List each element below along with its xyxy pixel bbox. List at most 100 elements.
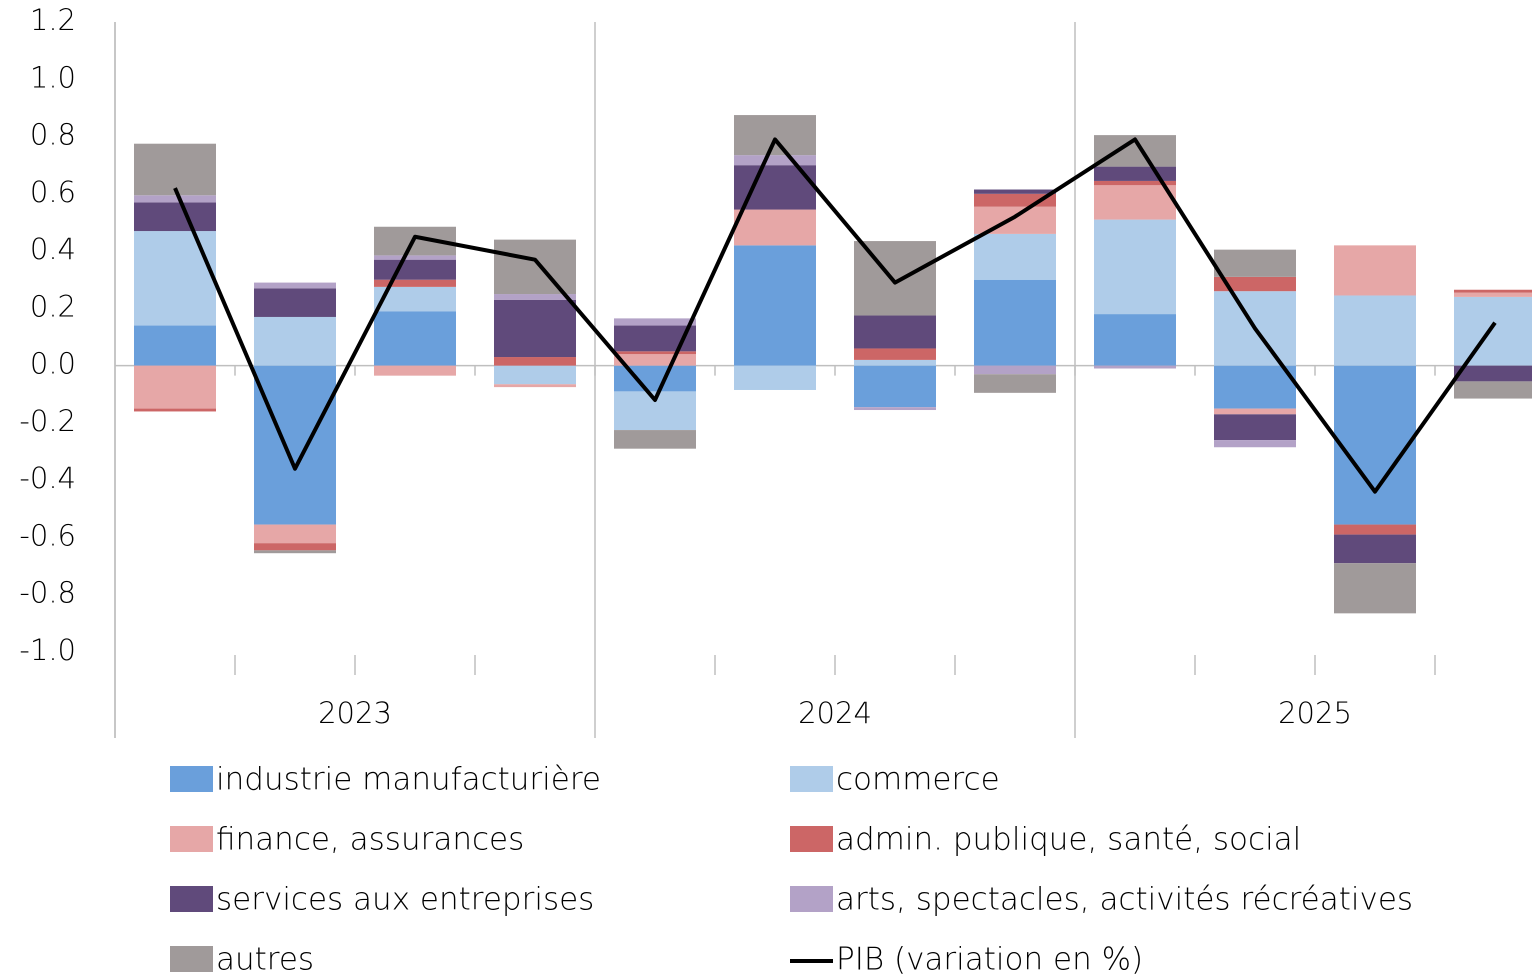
legend-swatch <box>170 826 213 852</box>
legend-label: admin. publique, santé, social <box>836 822 1301 858</box>
legend-label: autres <box>216 942 314 978</box>
bar-segment <box>134 143 216 196</box>
bar-segment <box>614 354 696 366</box>
line <box>173 137 1497 494</box>
y-tick-label: 1.0 <box>30 60 76 94</box>
legend-label: services aux entreprises <box>216 882 594 918</box>
bar-segment <box>254 543 336 551</box>
bar-segment <box>854 407 936 411</box>
bar-segment <box>134 325 216 366</box>
bar-segment <box>974 233 1056 280</box>
y-tick-label: 0.0 <box>30 347 76 381</box>
bar-segment <box>734 115 816 156</box>
bar-segment <box>374 259 456 280</box>
bar-segment <box>494 357 576 366</box>
bar-segment <box>1094 180 1176 186</box>
bar-segment <box>254 282 336 289</box>
bar-segment <box>374 279 456 287</box>
legend-label: commerce <box>836 762 1000 798</box>
legend-swatch <box>790 766 833 792</box>
y-tick-label: -0.6 <box>19 518 76 552</box>
bar-segment <box>1214 249 1296 277</box>
bar-segment <box>734 209 816 246</box>
bar-segment <box>494 384 576 388</box>
x-group-label: 2024 <box>798 696 872 730</box>
y-tick-label: 1.2 <box>30 3 76 37</box>
bar-segment <box>854 365 936 408</box>
bar-segment <box>254 524 336 544</box>
legend-label: finance, assurances <box>216 822 524 858</box>
bar-segment <box>614 351 696 355</box>
bar-segment <box>974 374 1056 393</box>
y-tick-label: -0.8 <box>19 576 76 610</box>
bar-segment <box>494 299 576 358</box>
x-group-label: 2023 <box>318 696 392 730</box>
bar-segment <box>1214 365 1296 409</box>
bar-segment <box>974 365 1056 375</box>
bar-segment <box>1454 381 1532 399</box>
bar-segment <box>854 315 936 349</box>
bar-segment <box>1334 365 1416 525</box>
bar-segment <box>134 231 216 326</box>
bar-segment <box>974 206 1056 234</box>
bar-segment <box>134 365 216 409</box>
bar-segment <box>1454 292 1532 297</box>
bar-segment <box>134 195 216 203</box>
bar-segment <box>1094 314 1176 366</box>
bar-segment <box>1454 296 1532 366</box>
bar-segment <box>1334 534 1416 564</box>
bar-segment <box>854 348 936 360</box>
legend-swatch <box>790 826 833 852</box>
y-tick-label: 0.2 <box>30 289 76 323</box>
bar-segment <box>1454 365 1532 382</box>
bar-segment <box>254 550 336 554</box>
y-tick-label: -0.4 <box>19 461 76 495</box>
y-tick-label: 0.6 <box>30 175 76 209</box>
bar-segment <box>374 255 456 260</box>
bar-segment <box>734 155 816 166</box>
bar-segment <box>1094 365 1176 369</box>
bar-segment <box>1094 166 1176 181</box>
y-tick-label: 0.4 <box>30 232 76 266</box>
bar-segment <box>1214 276 1296 292</box>
bar-segment <box>374 311 456 366</box>
bar-segment <box>494 365 576 385</box>
bar-segment <box>854 359 936 366</box>
legend-swatch <box>790 886 833 912</box>
bar-segment <box>1094 185 1176 220</box>
legend-label: PIB (variation en %) <box>836 942 1143 978</box>
bar-segment <box>734 245 816 366</box>
legend-swatch <box>170 886 213 912</box>
bar-segment <box>254 365 336 525</box>
legend-label: arts, spectacles, activités récréatives <box>836 882 1413 918</box>
legend-swatch <box>170 766 213 792</box>
bar-segment <box>494 294 576 300</box>
bar-segment <box>254 288 336 317</box>
bar-segment <box>134 202 216 232</box>
bar-segment <box>974 189 1056 194</box>
bar-segment <box>734 365 816 390</box>
bar-segment <box>1334 245 1416 296</box>
legend-label: industrie manufacturière <box>216 762 601 798</box>
bar-segment <box>1334 295 1416 366</box>
bar-segment <box>1214 414 1296 441</box>
bar-segment <box>254 316 336 366</box>
legend-swatch <box>170 946 213 972</box>
bar-segment <box>494 239 576 295</box>
x-group-label: 2025 <box>1278 696 1352 730</box>
bar-segment <box>134 408 216 412</box>
bar-segment <box>1214 440 1296 448</box>
bar-segment <box>374 365 456 376</box>
y-tick-label: 0.8 <box>30 118 76 152</box>
bar-segment <box>1094 219 1176 315</box>
bar-segment <box>1334 524 1416 535</box>
bar-segment <box>854 241 936 316</box>
bar-segment <box>614 430 696 449</box>
bar-segment <box>614 318 696 326</box>
bar-segment <box>1214 408 1296 415</box>
bar-segment <box>1334 563 1416 614</box>
y-tick-label: -0.2 <box>19 404 76 438</box>
bar-segment <box>1454 289 1532 293</box>
bar-segment <box>974 279 1056 366</box>
